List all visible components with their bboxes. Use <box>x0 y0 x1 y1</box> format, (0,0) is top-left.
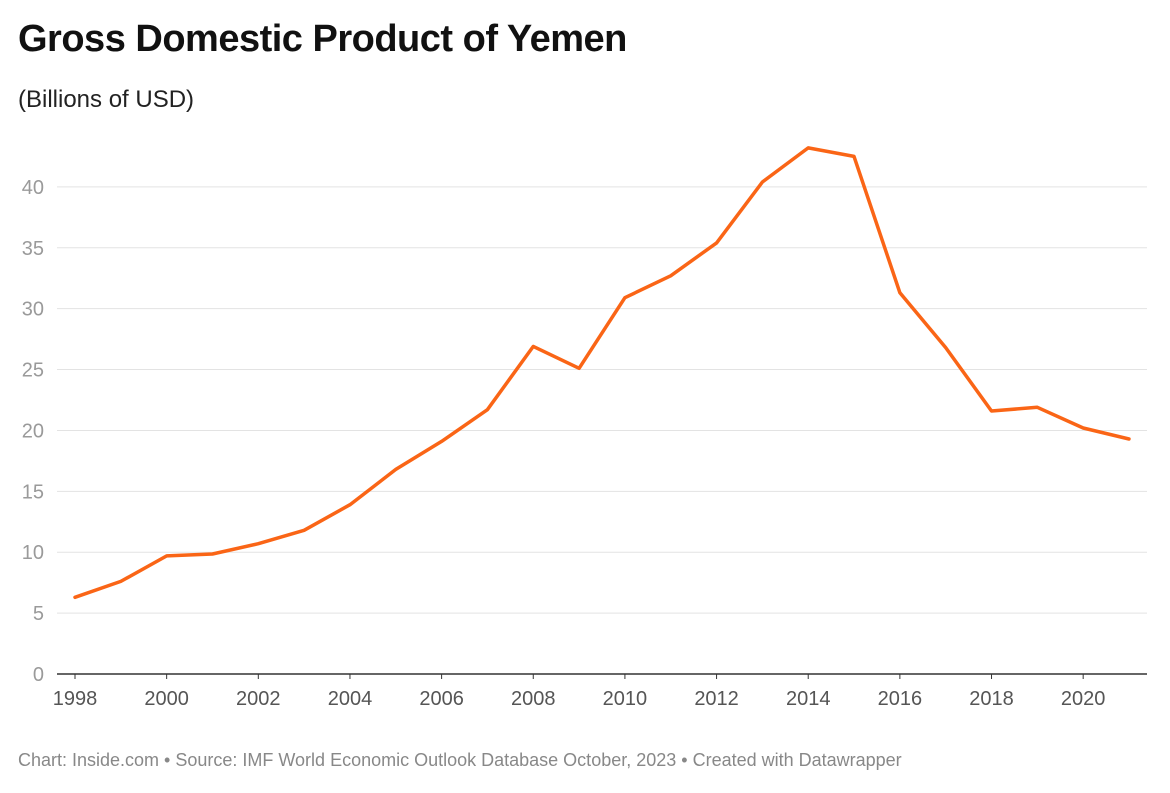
x-tick-label: 2014 <box>786 688 831 710</box>
series-line-gdp <box>73 146 1131 600</box>
x-tick-label: 1998 <box>53 688 98 710</box>
x-tick-label: 2006 <box>419 688 464 710</box>
y-tick-label: 35 <box>22 238 44 260</box>
chart-title: Gross Domestic Product of Yemen <box>18 18 627 60</box>
x-axis-ticks: 1998 2000 2002 2004 2006 2008 2010 2012 2014 2016… <box>53 674 1106 710</box>
y-tick-label: 15 <box>22 481 44 503</box>
y-tick-label: 40 <box>22 177 44 199</box>
y-tick-label: 25 <box>22 360 44 382</box>
line-chart: 0 5 10 15 20 25 30 35 40 1998 2000 2002 2004 2006 200… <box>22 146 1147 710</box>
y-tick-label: 5 <box>33 603 44 625</box>
source-credit: Chart: Inside.com • Source: IMF World Ec… <box>18 750 902 770</box>
x-tick-label: 2016 <box>878 688 923 710</box>
y-axis-ticks: 0 5 10 15 20 25 30 35 40 <box>22 177 44 686</box>
y-tick-label: 20 <box>22 420 44 442</box>
x-tick-label: 2008 <box>511 688 556 710</box>
x-tick-label: 2000 <box>144 688 189 710</box>
x-tick-label: 2002 <box>236 688 281 710</box>
gridlines <box>57 186 1147 614</box>
chart-subtitle: (Billions of USD) <box>18 86 195 113</box>
y-tick-label: 10 <box>22 542 44 564</box>
x-tick-label: 2020 <box>1061 688 1106 710</box>
y-tick-label: 0 <box>33 664 44 686</box>
x-tick-label: 2004 <box>328 688 373 710</box>
y-tick-label: 30 <box>22 299 44 321</box>
x-tick-label: 2010 <box>603 688 648 710</box>
x-tick-label: 2018 <box>969 688 1014 710</box>
x-tick-label: 2012 <box>694 688 739 710</box>
